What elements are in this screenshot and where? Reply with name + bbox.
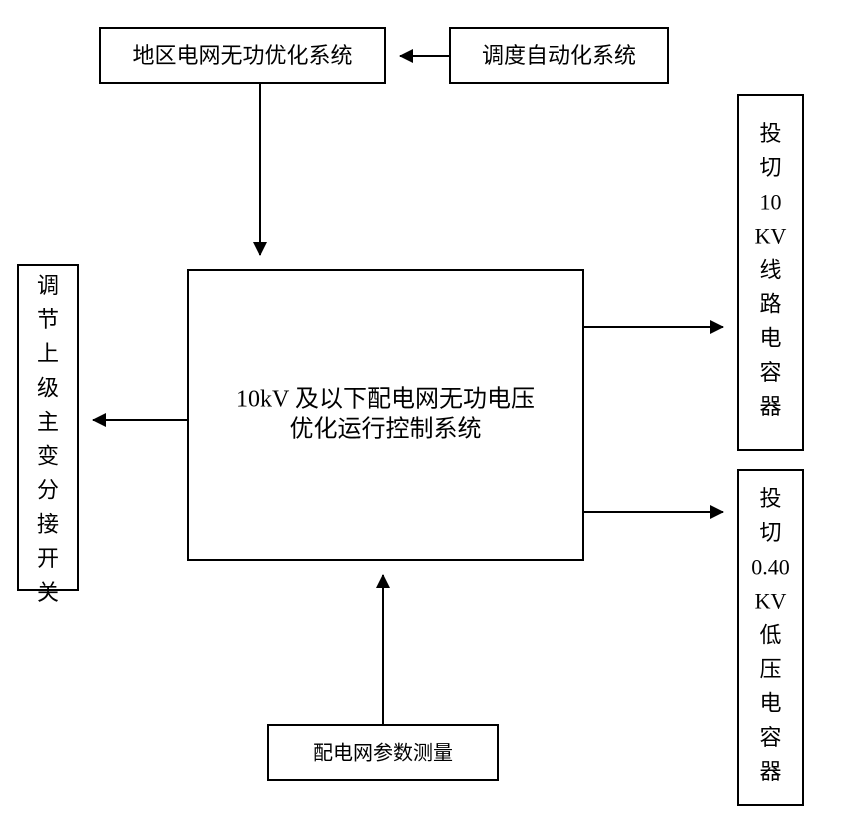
svg-text:0.40: 0.40 <box>751 554 790 579</box>
svg-text:调度自动化系统: 调度自动化系统 <box>482 43 636 68</box>
svg-text:分: 分 <box>37 478 59 503</box>
svg-text:路: 路 <box>759 292 781 317</box>
svg-text:关: 关 <box>37 580 59 605</box>
svg-text:线: 线 <box>759 257 781 282</box>
svg-text:配电网参数测量: 配电网参数测量 <box>313 742 453 765</box>
svg-text:优化运行控制系统: 优化运行控制系统 <box>290 416 482 443</box>
svg-text:主: 主 <box>37 409 59 434</box>
svg-text:节: 节 <box>37 307 59 332</box>
node-center: 10kV 及以下配电网无功电压优化运行控制系统 <box>188 270 583 560</box>
svg-text:压: 压 <box>759 657 781 682</box>
node-right_top: 投切 10 KV 线路电容器 <box>738 95 803 450</box>
node-left: 调节上级主变分接开关 <box>18 265 78 605</box>
svg-text:切: 切 <box>759 520 781 545</box>
svg-text:电: 电 <box>759 691 781 716</box>
svg-text:投: 投 <box>759 121 781 146</box>
svg-text:变: 变 <box>37 444 59 469</box>
svg-text:低: 低 <box>759 622 781 647</box>
svg-text:KV: KV <box>755 588 787 613</box>
node-right_bottom: 投切 0.40 KV 低压电容器 <box>738 470 803 805</box>
svg-text:KV: KV <box>755 223 787 248</box>
svg-text:上: 上 <box>37 341 59 366</box>
svg-text:接: 接 <box>37 512 59 537</box>
node-bottom: 配电网参数测量 <box>268 725 498 780</box>
svg-text:电: 电 <box>759 326 781 351</box>
svg-text:调: 调 <box>37 273 59 298</box>
svg-text:器: 器 <box>759 759 781 784</box>
svg-text:切: 切 <box>759 155 781 180</box>
svg-text:10kV 及以下配电网无功电压: 10kV 及以下配电网无功电压 <box>236 386 535 413</box>
svg-text:容: 容 <box>759 360 781 385</box>
node-top_right: 调度自动化系统 <box>450 28 668 83</box>
svg-text:器: 器 <box>759 394 781 419</box>
svg-text:地区电网无功优化系统: 地区电网无功优化系统 <box>132 43 352 68</box>
svg-text:投: 投 <box>759 486 781 511</box>
node-top_left: 地区电网无功优化系统 <box>100 28 385 83</box>
svg-text:容: 容 <box>759 725 781 750</box>
svg-text:10: 10 <box>760 189 782 214</box>
svg-text:开: 开 <box>37 546 59 571</box>
svg-text:级: 级 <box>37 375 59 400</box>
